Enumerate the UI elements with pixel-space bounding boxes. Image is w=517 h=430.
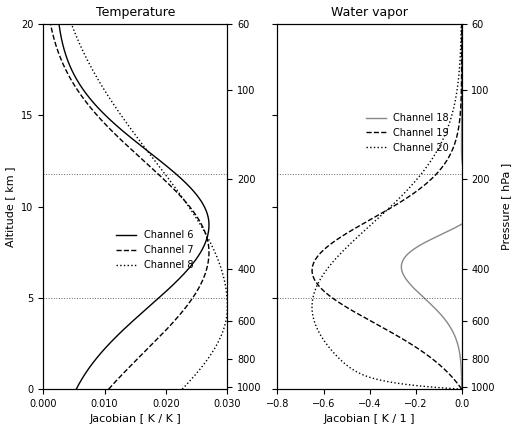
Channel 6: [99, 349, 105, 354]
Channel 18: [459, 102, 465, 107]
Y-axis label: Pressure [ hPa ]: Pressure [ hPa ]: [501, 163, 511, 250]
Channel 20: [440, 136, 447, 141]
Channel 8: [207, 239, 213, 244]
Channel 20: [459, 387, 465, 392]
Channel 6: [92, 102, 98, 107]
Channel 18: [459, 387, 465, 392]
Channel 8: [68, 22, 74, 27]
Channel 8: [135, 136, 141, 141]
Channel 19: [458, 102, 464, 107]
Channel 6: [56, 22, 62, 27]
Line: Channel 20: Channel 20: [312, 24, 462, 389]
Line: Channel 19: Channel 19: [312, 24, 462, 389]
Channel 6: [203, 239, 209, 244]
Line: Channel 7: Channel 7: [51, 24, 209, 389]
Channel 18: [459, 22, 465, 27]
Channel 7: [85, 102, 91, 107]
Channel 8: [111, 102, 117, 107]
Channel 19: [458, 95, 464, 100]
Channel 18: [424, 239, 430, 244]
Channel 19: [420, 349, 426, 354]
Channel 6: [129, 136, 135, 141]
Legend: Channel 6, Channel 7, Channel 8: Channel 6, Channel 7, Channel 8: [113, 227, 197, 274]
Channel 19: [352, 226, 358, 231]
Channel 18: [451, 226, 457, 231]
Channel 6: [86, 95, 93, 100]
Line: Channel 18: Channel 18: [401, 24, 479, 389]
Channel 19: [453, 136, 460, 141]
Line: Channel 8: Channel 8: [71, 24, 227, 389]
Channel 8: [106, 95, 112, 100]
X-axis label: Jacobian [ K / K ]: Jacobian [ K / K ]: [89, 415, 181, 424]
Channel 7: [200, 226, 206, 231]
Channel 8: [200, 226, 206, 231]
Channel 18: [459, 95, 465, 100]
Channel 20: [364, 226, 370, 231]
Title: Water vapor: Water vapor: [331, 6, 408, 18]
Channel 20: [349, 239, 356, 244]
Channel 6: [73, 387, 80, 392]
Channel 7: [80, 95, 86, 100]
Channel 19: [459, 387, 465, 392]
Y-axis label: Altitude [ km ]: Altitude [ km ]: [6, 166, 16, 247]
Channel 7: [205, 239, 211, 244]
Channel 7: [48, 22, 54, 27]
Channel 20: [451, 102, 458, 107]
Channel 7: [142, 349, 148, 354]
Channel 19: [331, 239, 338, 244]
X-axis label: Jacobian [ K / 1 ]: Jacobian [ K / 1 ]: [324, 415, 415, 424]
Channel 8: [209, 349, 216, 354]
Channel 18: [457, 349, 463, 354]
Channel 19: [459, 22, 465, 27]
Channel 8: [179, 387, 186, 392]
Channel 7: [116, 136, 123, 141]
Legend: Channel 18, Channel 19, Channel 20: Channel 18, Channel 19, Channel 20: [362, 109, 453, 157]
Channel 20: [330, 349, 336, 354]
Line: Channel 6: Channel 6: [59, 24, 209, 389]
Channel 20: [458, 22, 464, 27]
Channel 7: [105, 387, 112, 392]
Channel 6: [206, 226, 212, 231]
Channel 20: [453, 95, 459, 100]
Channel 18: [459, 136, 465, 141]
Title: Temperature: Temperature: [96, 6, 175, 18]
